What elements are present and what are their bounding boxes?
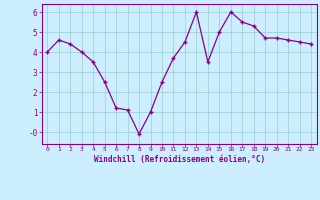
X-axis label: Windchill (Refroidissement éolien,°C): Windchill (Refroidissement éolien,°C) — [94, 155, 265, 164]
